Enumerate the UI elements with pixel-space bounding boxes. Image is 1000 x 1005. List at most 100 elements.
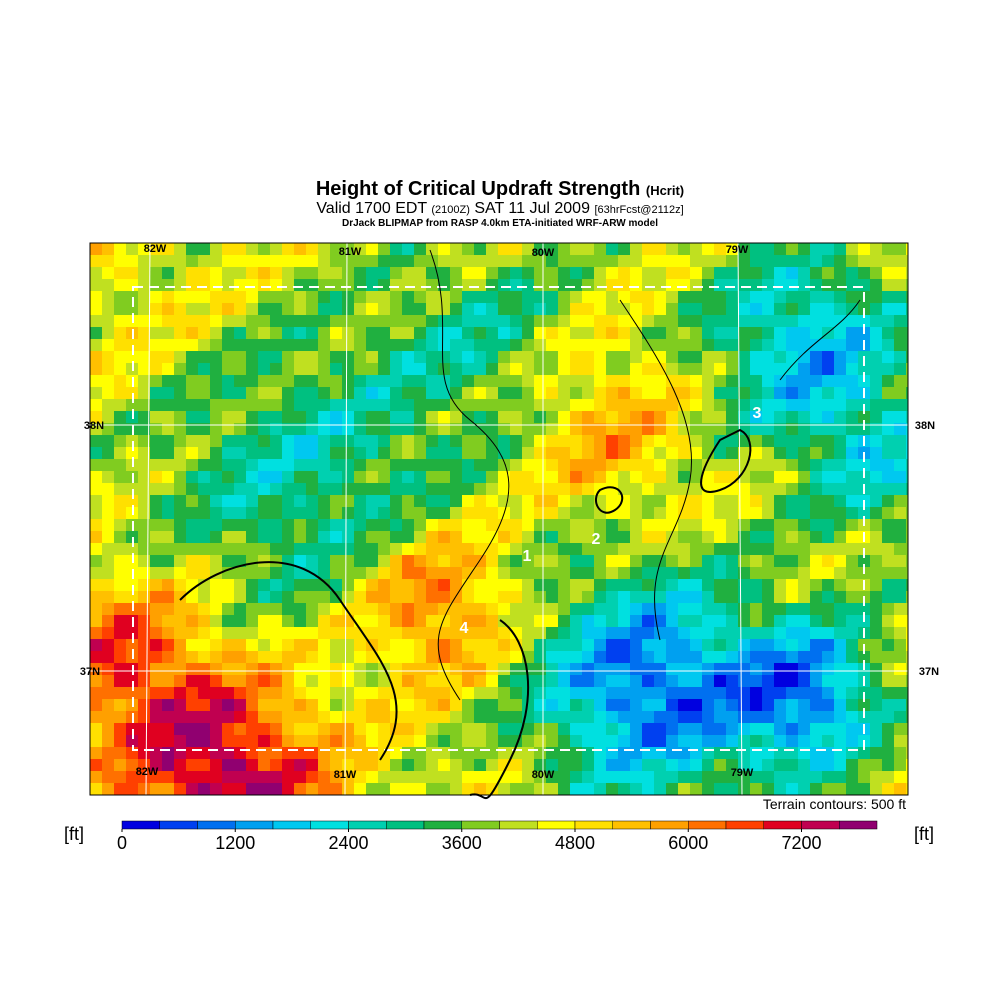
map-cell bbox=[474, 627, 486, 639]
map-cell bbox=[618, 315, 630, 327]
map-cell bbox=[450, 447, 462, 459]
map-cell bbox=[666, 591, 678, 603]
map-cell bbox=[618, 447, 630, 459]
map-cell bbox=[822, 543, 834, 555]
map-cell bbox=[186, 639, 198, 651]
map-cell bbox=[402, 471, 414, 483]
map-cell bbox=[90, 687, 102, 699]
map-cell bbox=[114, 327, 126, 339]
map-cell bbox=[318, 459, 330, 471]
map-cell bbox=[102, 411, 114, 423]
map-cell bbox=[270, 243, 282, 255]
map-cell bbox=[786, 747, 798, 759]
map-cell bbox=[810, 591, 822, 603]
map-cell bbox=[270, 627, 282, 639]
map-cell bbox=[366, 711, 378, 723]
map-cell bbox=[570, 495, 582, 507]
map-cell bbox=[462, 687, 474, 699]
map-cell bbox=[330, 351, 342, 363]
map-cell bbox=[402, 399, 414, 411]
map-cell bbox=[798, 735, 810, 747]
map-cell bbox=[594, 363, 606, 375]
map-cell bbox=[174, 579, 186, 591]
map-cell bbox=[654, 243, 666, 255]
map-cell bbox=[282, 255, 294, 267]
map-cell bbox=[282, 459, 294, 471]
map-cell bbox=[678, 639, 690, 651]
map-cell bbox=[642, 675, 654, 687]
map-cell bbox=[342, 711, 354, 723]
map-cell bbox=[270, 315, 282, 327]
map-cell bbox=[198, 339, 210, 351]
map-cell bbox=[666, 723, 678, 735]
map-cell bbox=[642, 591, 654, 603]
map-cell bbox=[378, 279, 390, 291]
colorbar-swatch bbox=[499, 820, 538, 830]
map-cell bbox=[294, 699, 306, 711]
map-cell bbox=[750, 555, 762, 567]
map-cell bbox=[762, 423, 774, 435]
map-cell bbox=[318, 303, 330, 315]
map-cell bbox=[570, 279, 582, 291]
map-cell bbox=[438, 315, 450, 327]
map-cell bbox=[654, 399, 666, 411]
map-cell bbox=[474, 735, 486, 747]
map-cell bbox=[366, 267, 378, 279]
map-cell bbox=[426, 483, 438, 495]
map-cell bbox=[630, 615, 642, 627]
map-cell bbox=[114, 567, 126, 579]
map-cell bbox=[546, 471, 558, 483]
meridian bbox=[145, 242, 151, 796]
map-cell bbox=[162, 759, 174, 771]
map-cell bbox=[726, 495, 738, 507]
map-cell bbox=[222, 603, 234, 615]
map-cell bbox=[786, 447, 798, 459]
map-cell bbox=[534, 399, 546, 411]
map-cell bbox=[318, 435, 330, 447]
map-cell bbox=[774, 327, 786, 339]
map-cell bbox=[810, 327, 822, 339]
map-cell bbox=[186, 255, 198, 267]
map-cell bbox=[606, 303, 618, 315]
map-cell bbox=[354, 615, 366, 627]
map-cell bbox=[870, 435, 882, 447]
map-cell bbox=[234, 435, 246, 447]
map-cell bbox=[222, 615, 234, 627]
map-cell bbox=[882, 615, 894, 627]
map-cell bbox=[210, 687, 222, 699]
map-cell bbox=[822, 627, 834, 639]
map-cell bbox=[438, 459, 450, 471]
map-cell bbox=[474, 783, 486, 795]
map-cell bbox=[90, 507, 102, 519]
map-cell bbox=[498, 243, 510, 255]
map-cell bbox=[486, 591, 498, 603]
map-cell bbox=[270, 435, 282, 447]
map-cell bbox=[606, 447, 618, 459]
map-cell bbox=[558, 651, 570, 663]
map-cell bbox=[810, 723, 822, 735]
map-cell bbox=[462, 303, 474, 315]
map-cell bbox=[798, 579, 810, 591]
map-cell bbox=[318, 447, 330, 459]
map-cell bbox=[198, 783, 210, 795]
map-cell bbox=[822, 507, 834, 519]
map-cell bbox=[486, 651, 498, 663]
map-cell bbox=[726, 339, 738, 351]
map-cell bbox=[426, 615, 438, 627]
map-cell bbox=[786, 711, 798, 723]
map-cell bbox=[318, 651, 330, 663]
map-cell bbox=[810, 459, 822, 471]
map-cell bbox=[318, 351, 330, 363]
map-cell bbox=[822, 471, 834, 483]
map-cell bbox=[774, 735, 786, 747]
map-cell bbox=[222, 591, 234, 603]
map-cell bbox=[882, 507, 894, 519]
map-cell bbox=[186, 723, 198, 735]
map-cell bbox=[606, 471, 618, 483]
map-cell bbox=[846, 711, 858, 723]
map-cell bbox=[270, 423, 282, 435]
map-cell bbox=[246, 303, 258, 315]
map-cell bbox=[438, 723, 450, 735]
map-cell bbox=[534, 531, 546, 543]
map-cell bbox=[210, 435, 222, 447]
